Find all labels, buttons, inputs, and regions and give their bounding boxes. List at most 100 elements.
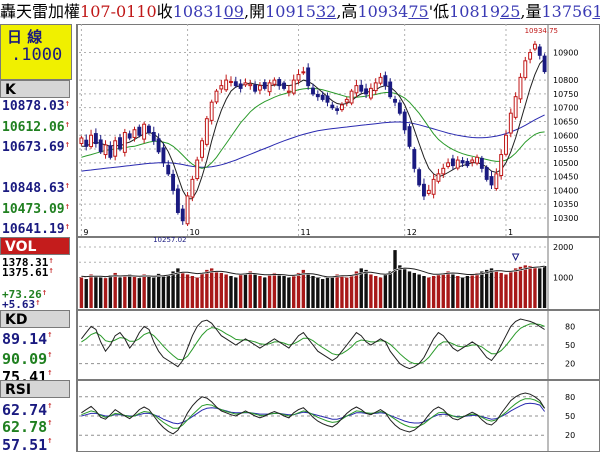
ma-long-line xyxy=(81,114,545,172)
candle-body xyxy=(320,94,325,100)
volume-bar xyxy=(325,277,330,308)
volume-bar xyxy=(494,271,499,308)
volume-bar xyxy=(301,269,306,308)
volume-bar xyxy=(349,274,354,308)
low-value-decimal: 25 xyxy=(500,2,521,21)
candle-body xyxy=(142,123,147,140)
price-panel xyxy=(77,24,600,237)
low-value: 10819 xyxy=(449,2,501,21)
volume-bar xyxy=(475,272,479,308)
candle-body xyxy=(166,164,171,175)
candle-body xyxy=(311,87,315,95)
candle-body xyxy=(306,67,311,87)
vol-header: VOL xyxy=(0,237,70,255)
volume-bar xyxy=(108,275,113,308)
candle-body xyxy=(204,118,209,145)
kd-tick-label: 50 xyxy=(565,341,575,350)
candle-body xyxy=(79,137,84,145)
candle-body xyxy=(349,90,354,104)
candle-body xyxy=(200,140,204,158)
close-value: 10831 xyxy=(172,2,224,21)
volume-bar xyxy=(79,277,84,308)
rsi-value-0: 62.74↑ xyxy=(2,401,53,419)
candle-body xyxy=(108,145,113,158)
price-tick-label: 10550 xyxy=(553,145,578,154)
volume-bar xyxy=(335,274,339,308)
candle-body xyxy=(190,178,195,198)
candle-body xyxy=(364,88,369,95)
kd-k-line xyxy=(81,318,545,370)
period-box: 日 線 .1000 xyxy=(0,24,72,80)
price-tick-label: 10400 xyxy=(553,186,578,195)
volume-bar xyxy=(388,271,392,308)
candle-body xyxy=(373,82,378,92)
up-arrow-icon: ↑ xyxy=(47,330,53,340)
date-label: 1 xyxy=(508,228,513,237)
volume-bar xyxy=(152,277,156,308)
up-arrow-icon: ↑ xyxy=(47,368,53,378)
volume-bar xyxy=(465,276,470,308)
volume-bar xyxy=(89,274,93,308)
rsi-fast-line xyxy=(81,392,546,435)
candle-body xyxy=(103,144,108,156)
volume-bar xyxy=(374,276,378,308)
rsi-chart: 80 50 20 xyxy=(79,392,575,440)
volume-bar xyxy=(123,276,127,308)
volume-bar xyxy=(451,274,455,308)
volume-bar xyxy=(316,277,320,308)
volume-bar xyxy=(94,276,98,308)
volume-bar xyxy=(243,272,248,308)
volume-bar xyxy=(84,279,88,308)
up-arrow-icon: ↑ xyxy=(41,288,48,298)
date-value: 107-0110 xyxy=(80,2,157,21)
volume-bar xyxy=(234,277,238,308)
candle-body xyxy=(113,140,118,157)
candle-body xyxy=(93,133,98,145)
price-tick-label: 10900 xyxy=(553,49,578,58)
candle-body xyxy=(508,112,513,134)
volume-bar xyxy=(518,266,523,308)
volume-bar xyxy=(190,276,195,308)
candle-body xyxy=(147,125,151,133)
candle-body xyxy=(499,154,504,177)
date-label: 10 xyxy=(190,228,200,237)
candle-body xyxy=(233,81,238,87)
volume-bar xyxy=(176,268,180,308)
candle-body xyxy=(243,82,248,86)
charts-area: 10900 10800 10750 10700 10650 10600 10550 10500… xyxy=(77,24,600,452)
volume-chart: 2000 1000 xyxy=(79,243,573,308)
candle-body xyxy=(156,138,161,153)
open-label: ,開 xyxy=(243,2,266,21)
vol-value-text: +5.63 xyxy=(2,298,36,311)
volume-bar xyxy=(258,276,262,308)
up-arrow-icon: ↑ xyxy=(47,401,53,411)
candle-body xyxy=(118,137,122,150)
candle-body xyxy=(229,80,233,83)
volume-bar xyxy=(480,271,484,308)
rsi-value-text: 62.78 xyxy=(2,418,48,436)
volume-bar xyxy=(181,272,185,308)
candle-body xyxy=(84,139,89,147)
volume-bar xyxy=(456,276,460,308)
candle-body xyxy=(315,93,320,98)
volume-bar xyxy=(209,268,214,308)
rsi-value-text: 62.74 xyxy=(2,401,48,419)
candle-body xyxy=(122,132,127,153)
volume-bar xyxy=(407,271,412,308)
volume-bar xyxy=(470,274,474,308)
volume-bar xyxy=(393,250,397,308)
candle-body xyxy=(537,46,542,56)
candle-body xyxy=(151,132,156,142)
volume-bar xyxy=(113,272,117,308)
date-label: 12 xyxy=(407,228,417,237)
open-value: 10915 xyxy=(265,2,316,21)
up-arrow-icon: ↑ xyxy=(64,181,71,191)
candle-body xyxy=(402,111,407,131)
vol-tick-label: 2000 xyxy=(553,243,573,252)
volume-bar xyxy=(528,265,532,308)
candle-body xyxy=(460,160,465,164)
volume-bar xyxy=(533,266,537,308)
kd-value-1: 90.09↑ xyxy=(2,350,53,368)
candle-body xyxy=(513,96,518,118)
candle-body xyxy=(417,169,422,186)
